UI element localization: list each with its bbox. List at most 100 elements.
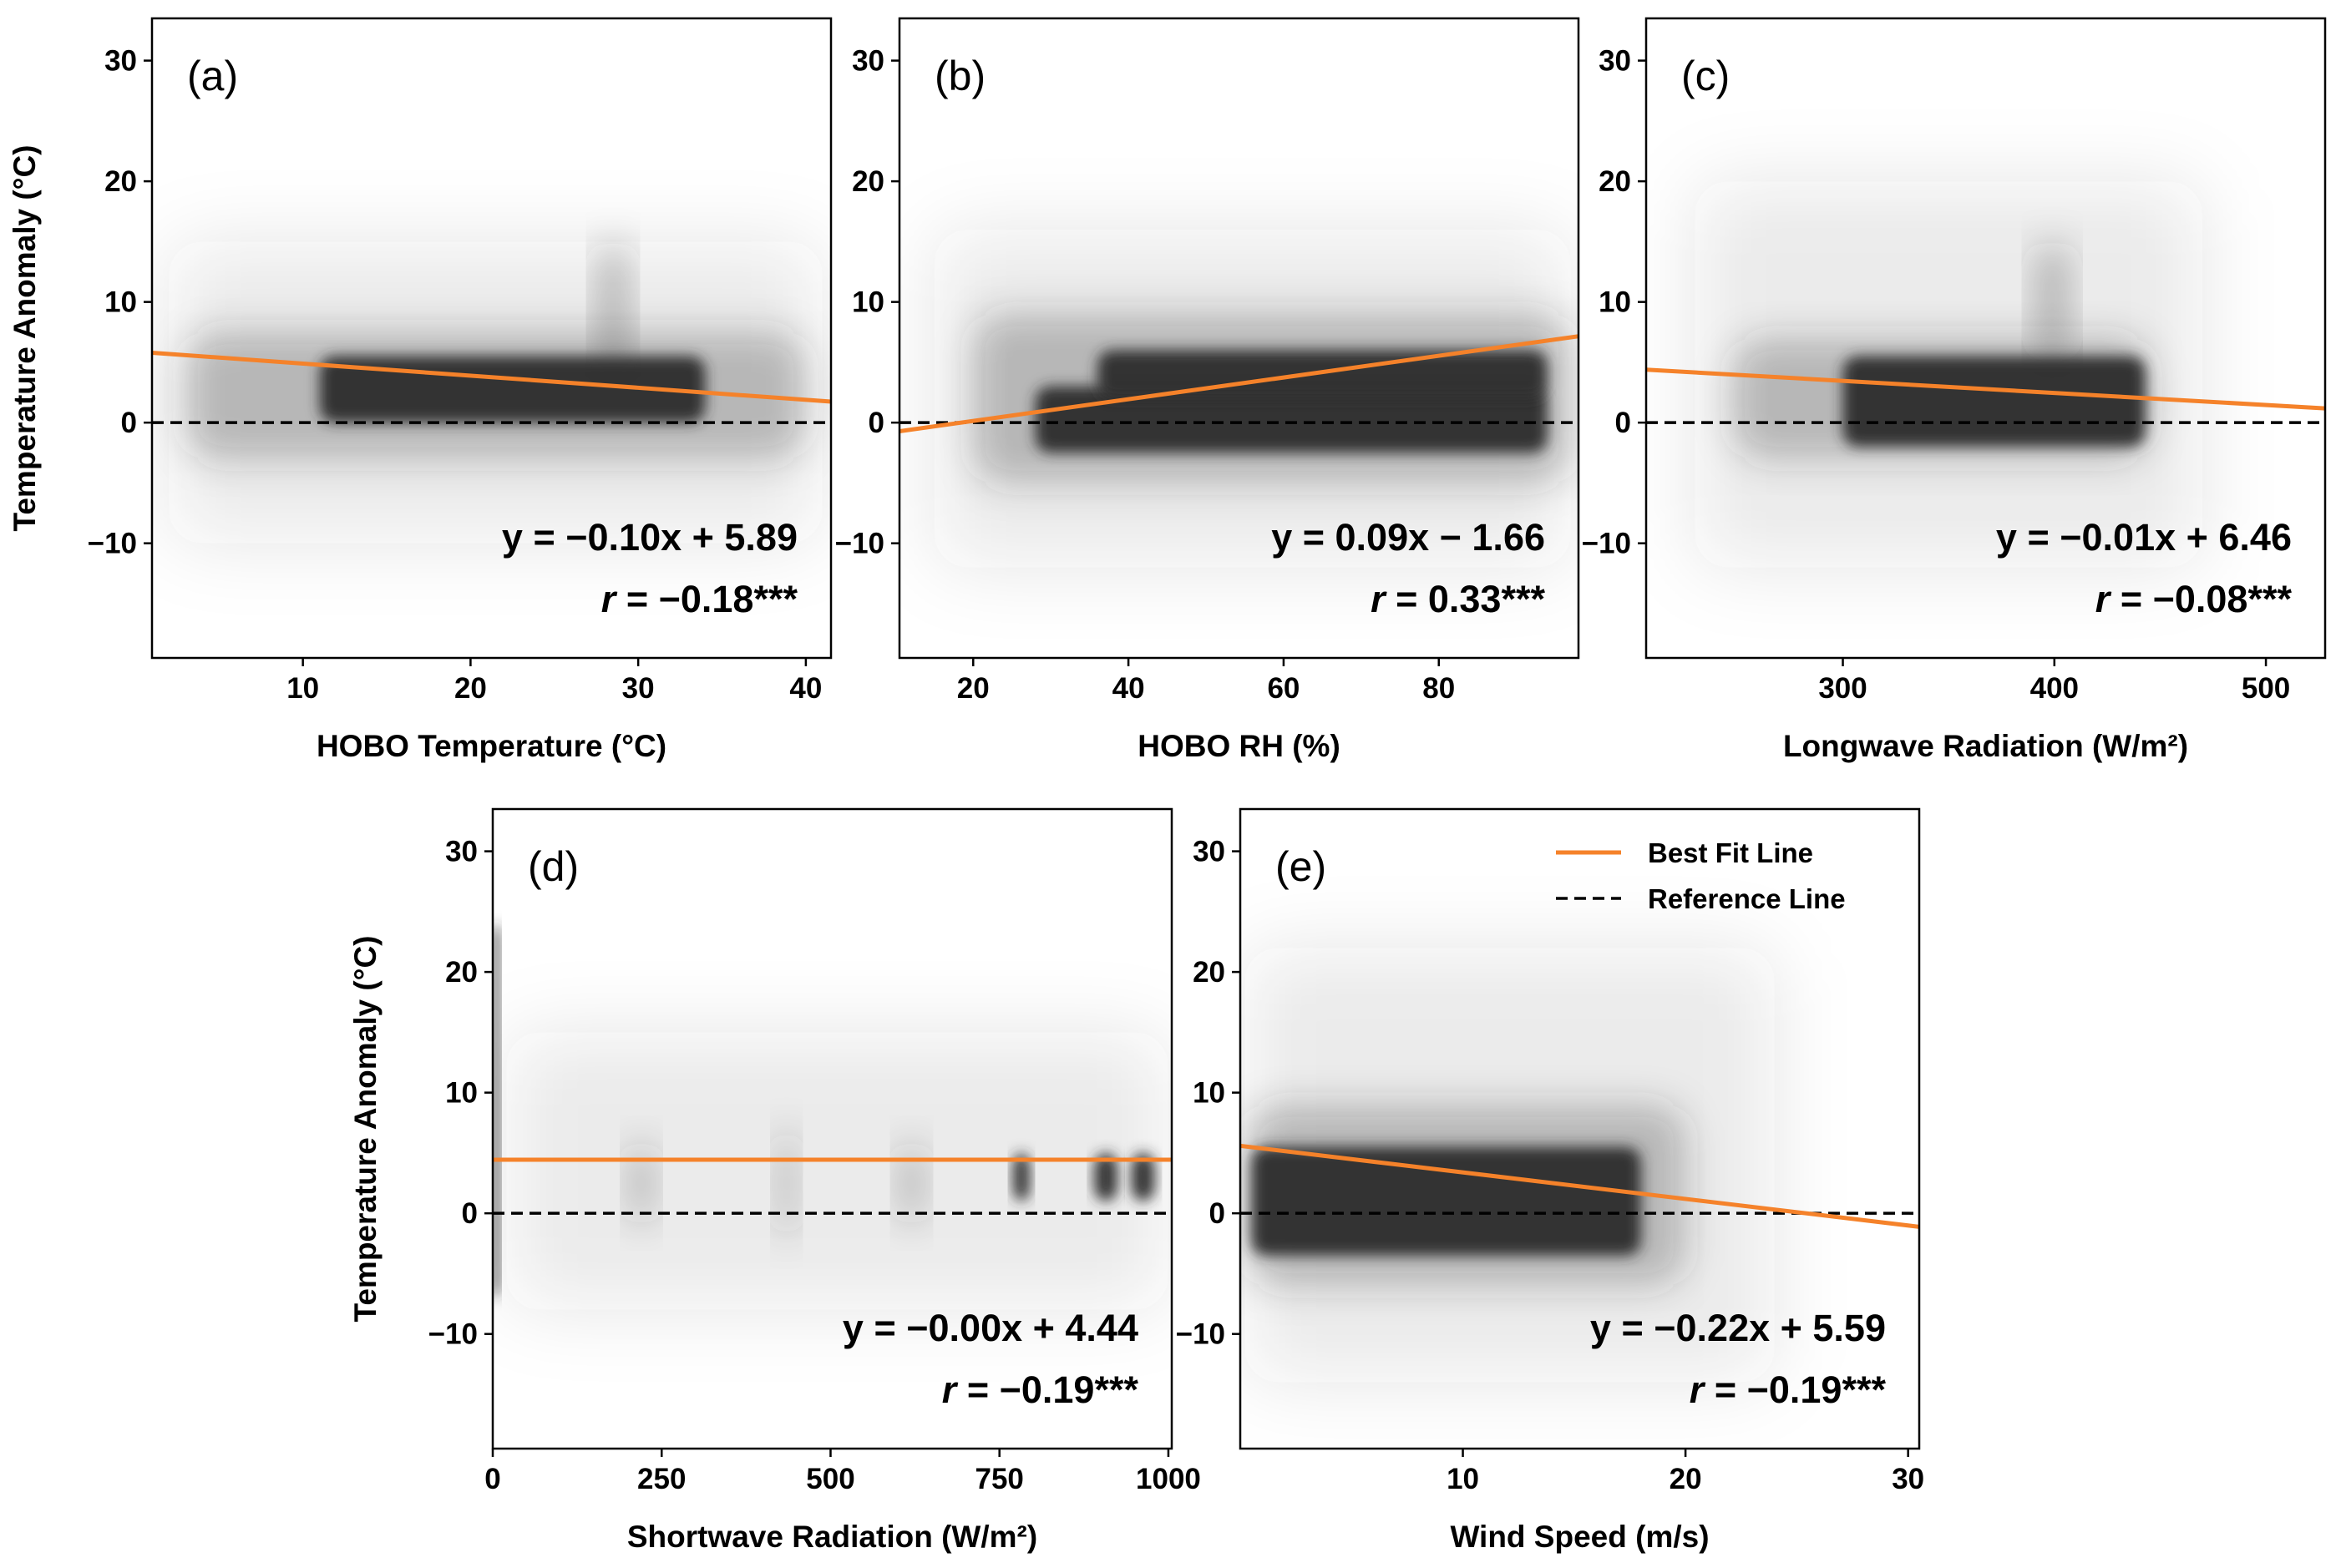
panel-d-equation: y = −0.00x + 4.44	[843, 1307, 1138, 1349]
panel-d-r-number: = −0.19***	[956, 1368, 1138, 1411]
panel-d-density-core-7	[1131, 1152, 1155, 1201]
panel-a-equation: y = −0.10x + 5.89	[502, 516, 798, 559]
panel-c-xtick-label: 400	[2030, 672, 2079, 705]
panel-c-ytick-label: 0	[1615, 407, 1631, 439]
panel-e-ytick-label: 30	[1193, 836, 1225, 868]
panel-a-xtick-label: 40	[789, 672, 822, 705]
panel-d-ytick-label: −10	[428, 1318, 478, 1351]
panel-b-plot-area	[899, 229, 1578, 568]
panel-b-xtick-label: 60	[1267, 672, 1300, 705]
panel-c-xlabel: Longwave Radiation (W/m²)	[1783, 729, 2188, 763]
panel-a-label: (a)	[187, 53, 238, 99]
panel-d-density-halo-1	[627, 1141, 656, 1226]
panel-b-r-number: = 0.33***	[1386, 578, 1546, 620]
panel-a-fit-line	[152, 350, 831, 404]
panel-e-label: (e)	[1275, 843, 1326, 890]
panel-a-r-number: = −0.18***	[616, 578, 798, 620]
panel-a-plot-area	[152, 241, 831, 544]
panel-d-ytick-label: 20	[445, 956, 478, 989]
panel-d-xtick-label: 0	[484, 1463, 500, 1495]
panel-e-r-value: r = −0.19***	[1690, 1368, 1887, 1411]
panel-e-r-number: = −0.19***	[1704, 1368, 1886, 1411]
panel-b-r-symbol: r	[1371, 578, 1387, 620]
panel-c-r-symbol: r	[2095, 578, 2112, 620]
panel-e-plot-area	[1240, 948, 1919, 1383]
panel-b-density-core-2	[1035, 386, 1548, 453]
panel-b: 20 40 60 80 −10 0 10 20 30 HOBO RH (%) (b) y = 0.09…	[835, 17, 1580, 763]
panel-d-xtick-label: 750	[975, 1463, 1024, 1495]
panel-c-ytick-label: −10	[1582, 528, 1631, 560]
panel-d-label: (d)	[528, 843, 579, 890]
panel-e-xlabel: Wind Speed (m/s)	[1450, 1520, 1709, 1554]
panel-c-frame	[1644, 17, 2327, 660]
panel-c-ytick-label: 30	[1599, 45, 1631, 78]
panel-e: 10 20 30 −10 0 10 20 30 Wind Speed (m/s) (e) y = −…	[1176, 807, 1924, 1554]
panel-b-ytick-label: 20	[852, 165, 884, 198]
panel-d: 0 250 500 750 1000 −10 0 10 20 30 Shortwave Radiat…	[348, 807, 1201, 1554]
panel-e-equation: y = −0.22x + 5.59	[1590, 1307, 1886, 1349]
panel-d-density-halo-2	[776, 1129, 798, 1238]
panel-b-xtick-label: 40	[1112, 672, 1145, 705]
panel-d-r-value: r = −0.19***	[942, 1368, 1139, 1411]
panel-e-xtick-label: 20	[1670, 1463, 1702, 1495]
panel-d-plot-area	[493, 923, 1172, 1310]
panel-e-ytick-label: 10	[1193, 1077, 1225, 1110]
panel-c-r-value: r = −0.08***	[2095, 578, 2293, 620]
panel-c-ytick-label: 10	[1599, 286, 1631, 319]
panel-d-density-core-4	[493, 923, 500, 1298]
panel-b-frame	[898, 17, 1580, 660]
panel-e-ytick-label: −10	[1176, 1318, 1225, 1351]
panel-b-ytick-label: −10	[835, 528, 884, 560]
panel-b-xlabel: HOBO RH (%)	[1138, 729, 1340, 763]
panel-d-frame	[491, 807, 1173, 1450]
panel-a-r-symbol: r	[601, 578, 618, 620]
panel-d-density-core-5	[1012, 1152, 1031, 1201]
panel-b-xtick-label: 80	[1422, 672, 1455, 705]
panel-b-ytick-label: 10	[852, 286, 884, 319]
panel-a-ytick-label: 10	[104, 286, 137, 319]
panel-d-xtick-label: 250	[637, 1463, 686, 1495]
panel-d-xlabel: Shortwave Radiation (W/m²)	[627, 1520, 1037, 1554]
panel-d-density-core-6	[1093, 1152, 1118, 1201]
panel-d-ytick-label: 30	[445, 836, 478, 868]
panel-e-ytick-label: 0	[1209, 1197, 1225, 1230]
panel-e-fit-line	[1240, 1143, 1919, 1229]
panel-e-xtick-label: 10	[1447, 1463, 1479, 1495]
legend-reference-label: Reference Line	[1648, 883, 1846, 914]
panel-a-xtick-label: 30	[622, 672, 655, 705]
panel-a-r-value: r = −0.18***	[601, 578, 798, 620]
panel-d-ylabel: Temperature Anomaly (°C)	[348, 936, 383, 1323]
panel-d-r-symbol: r	[942, 1368, 959, 1411]
panel-c-xtick-label: 300	[1818, 672, 1867, 705]
panel-a-xlabel: HOBO Temperature (°C)	[317, 729, 666, 763]
panel-a-xtick-label: 10	[286, 672, 319, 705]
panel-a: 10 20 30 40 −10 0 10 20 30 HOBO Temperature (°C) T…	[8, 17, 833, 763]
panel-b-fit-line	[899, 334, 1578, 433]
panel-c-label: (c)	[1681, 53, 1730, 99]
panel-e-r-symbol: r	[1690, 1368, 1706, 1411]
panel-e-ytick-label: 20	[1193, 956, 1225, 989]
panel-c-fit-line	[1646, 367, 2325, 411]
panel-c-r-number: = −0.08***	[2110, 578, 2292, 620]
panel-c-density-core-3	[1842, 356, 2146, 448]
panel-c-ytick-label: 20	[1599, 165, 1631, 198]
panel-b-ytick-label: 30	[852, 45, 884, 78]
panel-c: 300 400 500 −10 0 10 20 30 Longwave Radiation (W…	[1582, 17, 2327, 763]
panel-c-density-halo-2	[2033, 241, 2072, 362]
panel-a-ytick-label: 30	[104, 45, 137, 78]
panel-d-ytick-label: 0	[462, 1197, 478, 1230]
legend-fit-label: Best Fit Line	[1648, 837, 1813, 868]
panel-d-ytick-label: 10	[445, 1077, 478, 1110]
panel-b-equation: y = 0.09x − 1.66	[1271, 516, 1545, 559]
panel-e-xtick-label: 30	[1892, 1463, 1924, 1495]
panel-c-plot-area	[1646, 181, 2325, 568]
panel-a-xtick-label: 20	[454, 672, 487, 705]
panel-a-frame	[150, 17, 833, 660]
panel-b-density-core-3	[1097, 350, 1548, 399]
panel-e-density-core-2	[1251, 1146, 1641, 1256]
panel-e-frame	[1239, 807, 1921, 1450]
panel-b-r-value: r = 0.33***	[1371, 578, 1545, 620]
panel-a-ylabel: Temperature Anomaly (°C)	[8, 145, 42, 532]
panel-a-ytick-label: 0	[121, 407, 137, 439]
